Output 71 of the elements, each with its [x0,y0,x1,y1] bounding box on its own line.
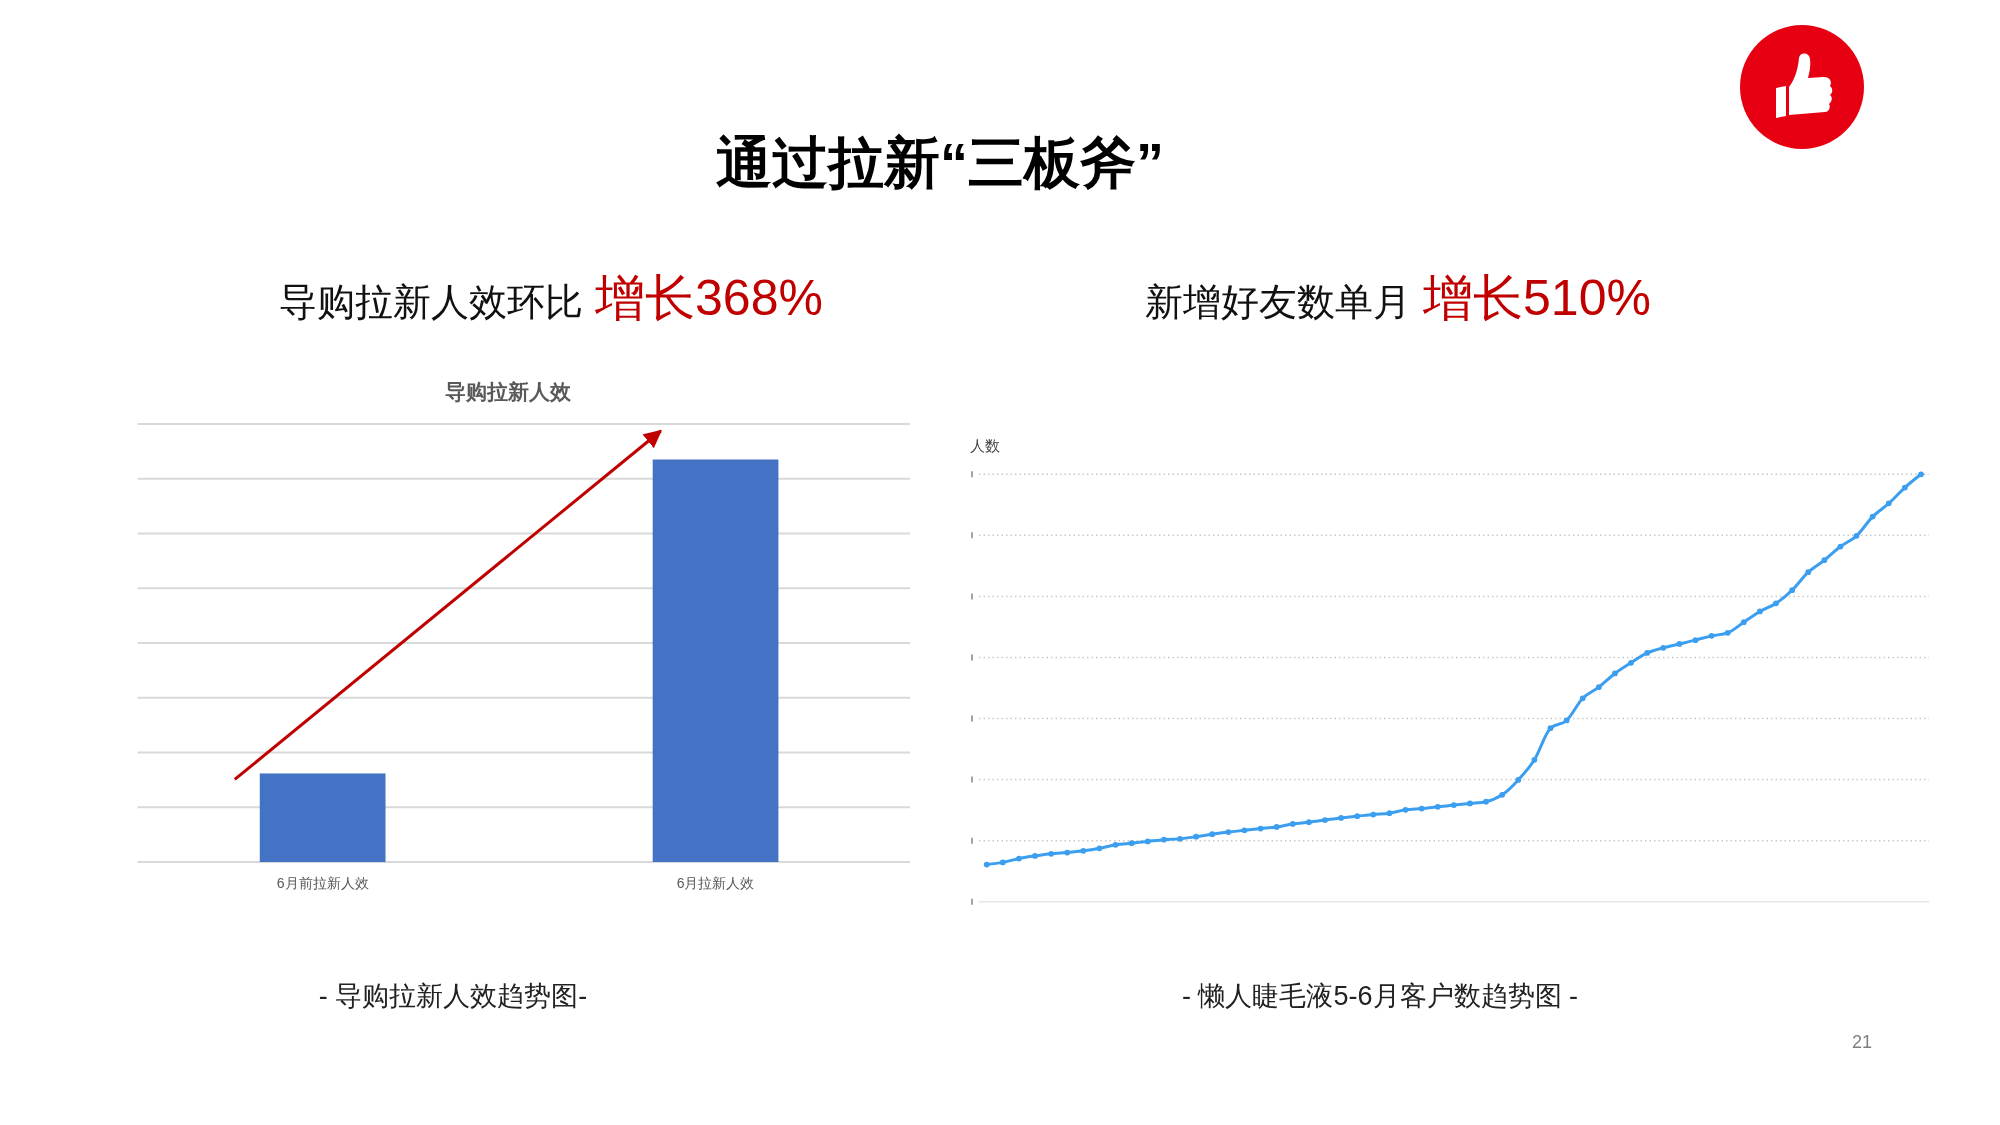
point [1418,805,1425,812]
point [1740,619,1747,626]
point [1080,847,1087,854]
point [1144,838,1151,845]
point [1805,569,1812,576]
x-tick-label: 6月前拉新人效 [276,875,369,891]
point [1821,557,1828,564]
text: 通过拉新“三板斧” [716,131,1164,194]
point [1531,756,1538,763]
point [999,859,1006,866]
point [1289,821,1296,827]
point [1853,532,1860,539]
point [1273,824,1280,830]
point [1579,695,1586,702]
point [1467,800,1473,807]
point [1676,641,1683,647]
point [1096,845,1103,852]
point [1563,717,1570,724]
point [1757,608,1763,615]
text: 增长368% [594,270,823,326]
point [1644,650,1651,656]
text: 新增好友数单月 [1145,281,1412,323]
point [1338,815,1344,821]
point [1434,803,1441,810]
point [1064,849,1071,856]
point [1499,791,1506,798]
point [1612,670,1618,677]
point [1402,806,1409,813]
point [1354,813,1361,820]
point [1193,833,1199,840]
point [1869,513,1876,520]
point [1724,629,1731,636]
point [1708,632,1715,639]
x-tick-label: 6月拉新人效 [676,875,755,891]
point [1161,836,1167,843]
point [1032,853,1038,859]
text: 增长510% [1422,270,1651,326]
point [1370,811,1377,818]
point [1773,600,1779,607]
point [1112,841,1119,848]
point [1595,684,1602,691]
point [1306,819,1312,826]
point [1048,850,1055,857]
point [1177,836,1183,842]
point [1789,587,1796,593]
point [1241,827,1248,834]
point [983,861,990,868]
text: - 懒人睫毛液5-6月客户数趋势图 - [1181,981,1579,1011]
text: 导购拉新人效环比 [279,281,584,323]
point [1322,817,1328,823]
point [1515,777,1522,783]
point [1692,637,1699,643]
point [1547,725,1554,732]
point [1628,659,1634,666]
point [1902,484,1908,491]
point [1660,644,1667,651]
point [1386,810,1393,817]
y-axis-title: 人数 [970,437,1000,454]
point [1918,471,1924,478]
text: - 导购拉新人效趋势图- [318,981,588,1011]
text: 21 [1851,1032,1873,1052]
point [1016,855,1022,862]
point [1483,798,1489,805]
point [1128,840,1135,847]
point [1837,543,1844,550]
point [1257,825,1264,832]
point [1209,831,1216,838]
chart-title: 导购拉新人效 [445,380,572,403]
point [1450,802,1457,808]
point [1885,500,1892,507]
point [1225,829,1232,835]
